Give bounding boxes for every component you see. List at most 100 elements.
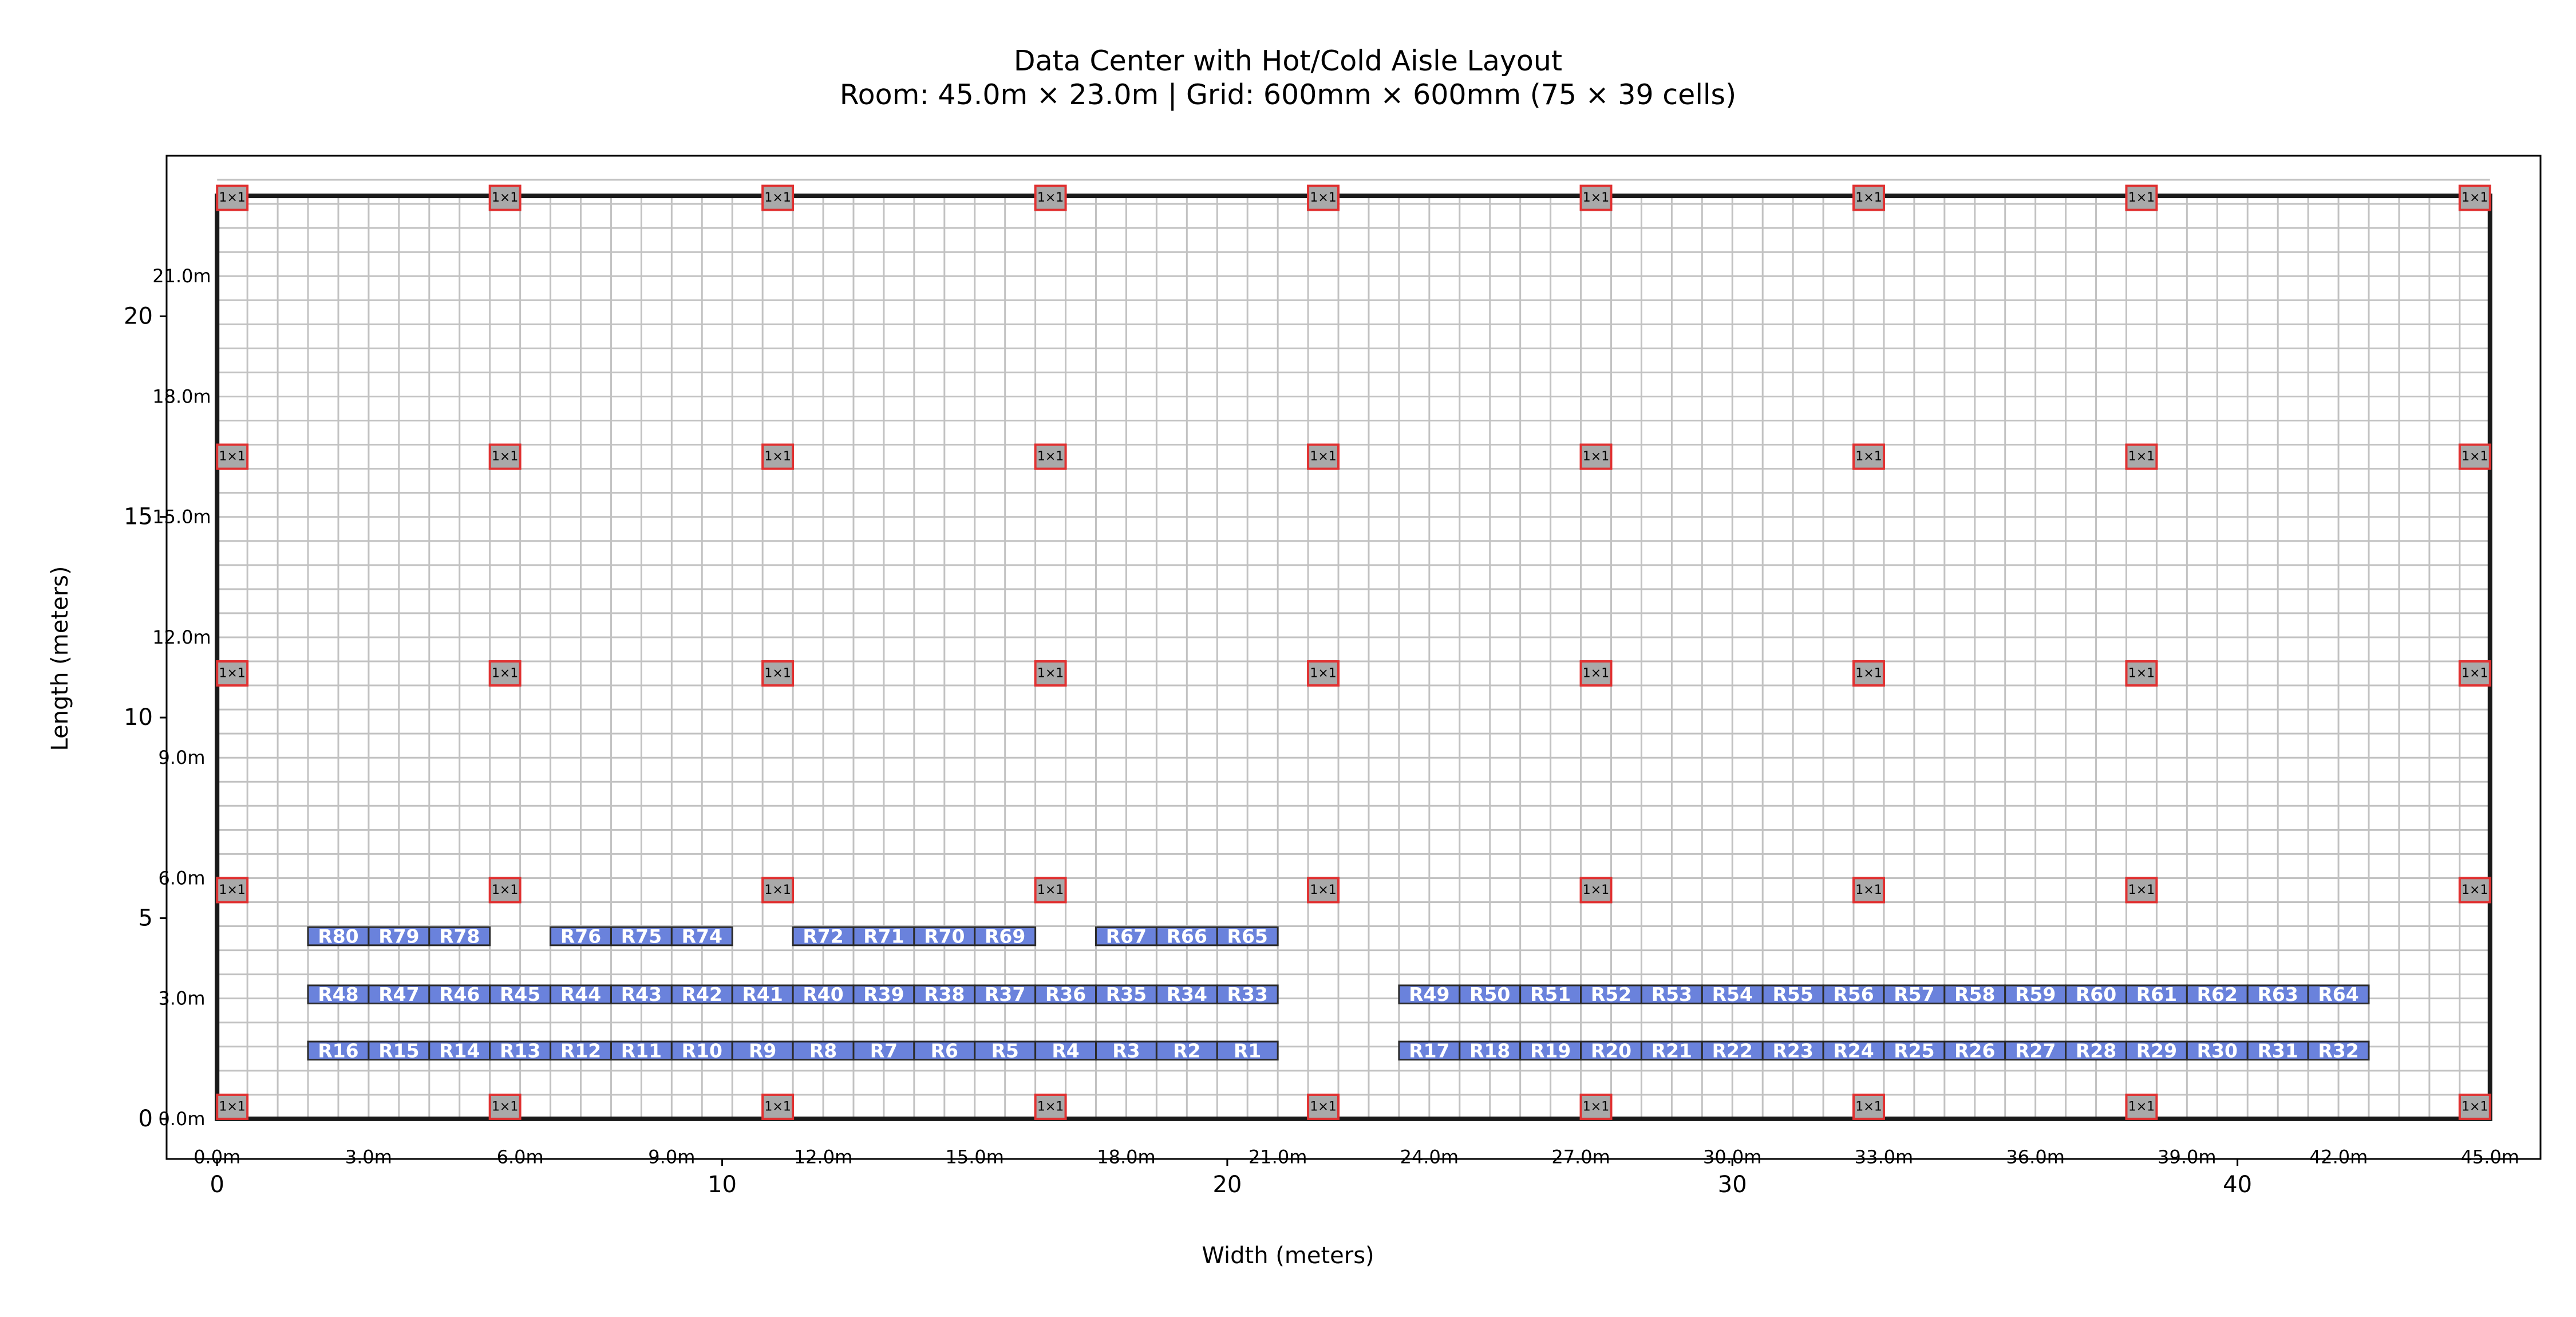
column-marker: 1×1 bbox=[1034, 660, 1067, 687]
rack-label: R12 bbox=[560, 1039, 601, 1062]
axes: 0 10 20 30 40 0 5 10 15 20 bbox=[124, 155, 2542, 1198]
x-meter-label: 24.0m bbox=[1400, 1146, 1459, 1168]
rack-r37: R37 bbox=[974, 983, 1037, 1006]
rack-box bbox=[1701, 1040, 1764, 1061]
rack-label: R75 bbox=[621, 925, 662, 948]
rack-box bbox=[1216, 926, 1279, 947]
rack-r5: R5 bbox=[974, 1039, 1037, 1062]
rack-label: R43 bbox=[621, 983, 662, 1006]
rack-label: R74 bbox=[682, 925, 722, 948]
rack-label: R26 bbox=[1954, 1039, 1995, 1062]
column-box bbox=[761, 660, 795, 687]
column-box bbox=[488, 184, 521, 211]
rack-r66: R66 bbox=[1155, 925, 1218, 948]
column-box bbox=[2125, 443, 2158, 470]
column-marker: 1×1 bbox=[216, 877, 249, 904]
column-box bbox=[2458, 443, 2491, 470]
column-marker: 1×1 bbox=[2125, 877, 2158, 904]
rack-label: R38 bbox=[924, 983, 965, 1006]
column-box bbox=[1034, 877, 1067, 904]
rack-box bbox=[852, 926, 915, 947]
column-box bbox=[1307, 660, 1340, 687]
rack-r75: R75 bbox=[610, 925, 673, 948]
rack-box bbox=[307, 1040, 370, 1061]
plot-frame bbox=[165, 155, 2542, 1160]
rack-label: R64 bbox=[2318, 983, 2358, 1006]
rack-label: R29 bbox=[2136, 1039, 2177, 1062]
rack-label: R24 bbox=[1833, 1039, 1874, 1062]
column-box bbox=[1852, 184, 1885, 211]
rack-box bbox=[1034, 984, 1097, 1004]
x-tick-label: 30 bbox=[1718, 1172, 1747, 1198]
rack-box bbox=[1095, 1040, 1157, 1061]
rack-label: R22 bbox=[1712, 1039, 1753, 1062]
rack-label: R67 bbox=[1106, 925, 1147, 948]
racks: R16 R15 R14 R13 R12 R11 R10 R9 R8 R7 R6 R5 R4 R3 R2 R1 R… bbox=[307, 925, 2370, 1062]
column-label: 1×1 bbox=[764, 191, 791, 205]
rack-box bbox=[1459, 1040, 1522, 1061]
y-meter-label: 12.0m bbox=[152, 626, 211, 648]
rack-r39: R39 bbox=[852, 983, 915, 1006]
rack-box bbox=[2186, 984, 2249, 1004]
column-marker: 1×1 bbox=[1852, 184, 1885, 211]
column-marker: 1×1 bbox=[488, 660, 521, 687]
rack-label: R40 bbox=[803, 983, 843, 1006]
rack-r23: R23 bbox=[1761, 1039, 1824, 1062]
column-box bbox=[761, 443, 795, 470]
column-marker: 1×1 bbox=[1579, 1093, 1613, 1120]
rack-r78: R78 bbox=[428, 925, 491, 948]
column-box bbox=[1034, 443, 1067, 470]
column-label: 1×1 bbox=[1310, 883, 1336, 897]
rack-r38: R38 bbox=[913, 983, 976, 1006]
column-box bbox=[2458, 1093, 2491, 1120]
rack-label: R63 bbox=[2258, 983, 2298, 1006]
rack-label: R2 bbox=[1173, 1039, 1200, 1062]
rack-r51: R51 bbox=[1519, 983, 1582, 1006]
x-meter-label: 36.0m bbox=[2006, 1146, 2064, 1168]
column-box bbox=[761, 877, 795, 904]
rack-r13: R13 bbox=[489, 1039, 552, 1062]
column-marker: 1×1 bbox=[1852, 660, 1885, 687]
rack-r29: R29 bbox=[2125, 1039, 2188, 1062]
rack-r1: R1 bbox=[1216, 1039, 1279, 1062]
rack-box bbox=[913, 984, 976, 1004]
chart-subtitle: Room: 45.0m × 23.0m | Grid: 600mm × 600m… bbox=[839, 78, 1737, 111]
rack-label: R70 bbox=[924, 925, 965, 948]
rack-r6: R6 bbox=[913, 1039, 976, 1062]
rack-r40: R40 bbox=[792, 983, 855, 1006]
y-meter-label: 21.0m bbox=[152, 265, 211, 287]
rack-r35: R35 bbox=[1095, 983, 1157, 1006]
rack-box bbox=[610, 1040, 673, 1061]
rack-r34: R34 bbox=[1155, 983, 1218, 1006]
rack-label: R13 bbox=[500, 1039, 540, 1062]
column-box bbox=[1307, 443, 1340, 470]
column-box bbox=[1852, 1093, 1885, 1120]
column-marker: 1×1 bbox=[2458, 1093, 2491, 1120]
column-label: 1×1 bbox=[2462, 667, 2488, 681]
column-marker: 1×1 bbox=[216, 660, 249, 687]
column-marker: 1×1 bbox=[1579, 184, 1613, 211]
y-tick-label: 15 bbox=[124, 504, 153, 530]
rack-r14: R14 bbox=[428, 1039, 491, 1062]
rack-box bbox=[1095, 984, 1157, 1004]
rack-box bbox=[1519, 1040, 1582, 1061]
rack-r33: R33 bbox=[1216, 983, 1279, 1006]
rack-box bbox=[1640, 1040, 1703, 1061]
rack-r61: R61 bbox=[2125, 983, 2188, 1006]
rack-label: R33 bbox=[1227, 983, 1268, 1006]
column-marker: 1×1 bbox=[216, 1093, 249, 1120]
column-label: 1×1 bbox=[1855, 1099, 1882, 1114]
rack-label: R27 bbox=[2015, 1039, 2056, 1062]
rack-box bbox=[1943, 1040, 2006, 1061]
column-box bbox=[216, 1093, 249, 1120]
rack-box bbox=[1822, 984, 1885, 1004]
rack-label: R65 bbox=[1227, 925, 1268, 948]
rack-r80: R80 bbox=[307, 925, 370, 948]
column-marker: 1×1 bbox=[2458, 877, 2491, 904]
rack-box bbox=[428, 926, 491, 947]
rack-label: R25 bbox=[1894, 1039, 1934, 1062]
column-label: 1×1 bbox=[764, 667, 791, 681]
column-box bbox=[2458, 877, 2491, 904]
rack-r24: R24 bbox=[1822, 1039, 1885, 1062]
rack-box bbox=[1761, 1040, 1824, 1061]
